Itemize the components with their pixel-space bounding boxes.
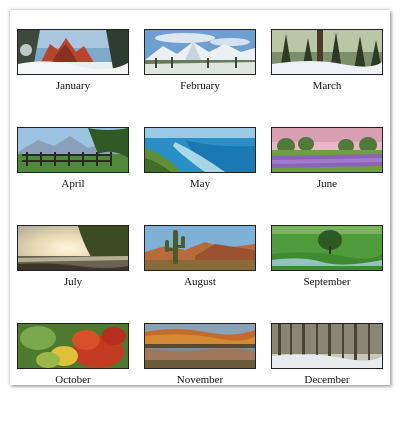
month-label-april: April	[61, 178, 85, 190]
month-grid: January February	[17, 29, 383, 421]
month-label-july: July	[63, 276, 83, 288]
month-label-january: January	[55, 80, 91, 92]
month-april: April	[17, 127, 129, 225]
month-label-march: March	[312, 80, 342, 92]
october-photo	[17, 323, 129, 369]
month-label-august: August	[184, 276, 216, 288]
june-photo	[271, 127, 383, 173]
march-photo	[271, 29, 383, 75]
september-photo	[271, 225, 383, 271]
month-january: January	[17, 29, 129, 127]
month-may: May	[144, 127, 256, 225]
april-photo	[17, 127, 129, 173]
december-photo	[271, 323, 383, 369]
month-label-may: May	[189, 178, 211, 190]
month-label-february: February	[180, 80, 220, 92]
month-february: February	[144, 29, 256, 127]
may-photo	[144, 127, 256, 173]
month-september: September	[271, 225, 383, 323]
month-december: December	[271, 323, 383, 421]
month-label-june: June	[316, 178, 338, 190]
month-label-december: December	[304, 374, 350, 386]
july-photo	[17, 225, 129, 271]
month-label-november: November	[176, 374, 224, 386]
calendar-page: January February	[10, 10, 390, 386]
month-label-october: October	[55, 374, 91, 386]
month-label-september: September	[303, 276, 351, 288]
month-november: November	[144, 323, 256, 421]
month-july: July	[17, 225, 129, 323]
month-june: June	[271, 127, 383, 225]
month-october: October	[17, 323, 129, 421]
february-photo	[144, 29, 256, 75]
january-photo	[17, 29, 129, 75]
november-photo	[144, 323, 256, 369]
august-photo	[144, 225, 256, 271]
month-march: March	[271, 29, 383, 127]
month-august: August	[144, 225, 256, 323]
